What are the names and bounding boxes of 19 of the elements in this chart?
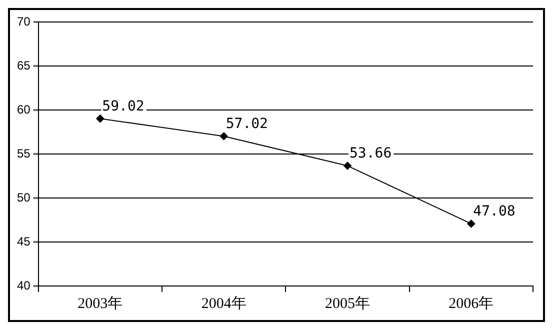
y-tick-label: 70: [16, 14, 31, 28]
y-tick-label: 40: [16, 278, 31, 292]
y-tick-label: 50: [16, 190, 31, 204]
data-label: 53.66: [350, 145, 392, 162]
x-tick-label: 2005年: [325, 294, 370, 312]
point: [467, 220, 476, 228]
x-tick-label: 2006年: [448, 294, 494, 312]
y-tick-label: 45: [16, 234, 31, 248]
point: [96, 114, 104, 123]
x-tick-label: 2004年: [201, 294, 246, 312]
data-label: 57.02: [226, 116, 268, 132]
y-tick-label: 65: [16, 58, 31, 72]
point: [344, 162, 352, 170]
x-tick-label: 2003年: [78, 294, 123, 312]
y-tick-label: 60: [16, 102, 31, 116]
y-tick-label: 55: [16, 146, 31, 160]
point: [220, 132, 228, 140]
data-label: 47.08: [473, 203, 516, 220]
data-label: 59.02: [102, 98, 144, 114]
